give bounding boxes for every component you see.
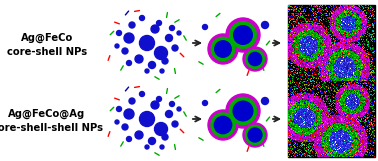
Circle shape — [172, 45, 178, 51]
Circle shape — [226, 94, 260, 128]
Circle shape — [149, 62, 155, 68]
Circle shape — [169, 25, 175, 30]
Circle shape — [234, 26, 253, 44]
Bar — [288, 81, 375, 157]
Circle shape — [115, 44, 119, 48]
Circle shape — [233, 101, 253, 121]
Circle shape — [127, 61, 132, 66]
Circle shape — [226, 18, 260, 52]
Circle shape — [211, 113, 235, 137]
Circle shape — [243, 123, 267, 147]
Circle shape — [166, 110, 172, 118]
Circle shape — [160, 145, 164, 149]
Circle shape — [211, 37, 235, 61]
Circle shape — [246, 50, 264, 68]
Circle shape — [127, 137, 132, 142]
Circle shape — [169, 101, 175, 106]
Circle shape — [122, 48, 128, 54]
Circle shape — [156, 20, 161, 25]
Circle shape — [149, 137, 155, 145]
Circle shape — [166, 34, 172, 42]
Circle shape — [214, 116, 232, 134]
Circle shape — [156, 96, 161, 101]
Circle shape — [177, 107, 181, 111]
Circle shape — [203, 24, 208, 29]
Circle shape — [208, 110, 238, 140]
Circle shape — [229, 97, 257, 125]
Circle shape — [248, 128, 262, 142]
Circle shape — [129, 22, 135, 28]
Circle shape — [245, 125, 265, 145]
Circle shape — [230, 22, 256, 48]
Circle shape — [155, 47, 167, 60]
Circle shape — [116, 106, 121, 112]
Text: Ag@FeCo@Ag: Ag@FeCo@Ag — [8, 109, 86, 119]
Text: core-shell-shell NPs: core-shell-shell NPs — [0, 123, 102, 133]
Text: core-shell NPs: core-shell NPs — [7, 47, 87, 57]
Circle shape — [145, 145, 149, 149]
Circle shape — [124, 33, 134, 43]
Circle shape — [155, 123, 167, 136]
Circle shape — [262, 22, 268, 28]
Circle shape — [129, 98, 135, 104]
Circle shape — [139, 15, 144, 20]
Circle shape — [248, 52, 262, 66]
Circle shape — [151, 101, 159, 109]
Circle shape — [162, 58, 168, 64]
Circle shape — [203, 100, 208, 105]
Circle shape — [122, 124, 128, 130]
Circle shape — [135, 55, 143, 63]
Circle shape — [172, 121, 178, 127]
Circle shape — [243, 47, 267, 71]
Circle shape — [262, 98, 268, 104]
Bar — [288, 5, 375, 81]
Circle shape — [162, 134, 168, 140]
Circle shape — [160, 69, 164, 73]
Circle shape — [208, 34, 238, 64]
Circle shape — [135, 131, 143, 139]
Text: Ag@FeCo: Ag@FeCo — [21, 33, 73, 43]
Circle shape — [139, 35, 155, 51]
Circle shape — [151, 25, 159, 33]
Circle shape — [139, 91, 144, 96]
Circle shape — [115, 120, 119, 124]
Circle shape — [124, 109, 134, 119]
Circle shape — [116, 30, 121, 35]
Circle shape — [145, 69, 149, 73]
Circle shape — [177, 31, 181, 35]
Circle shape — [139, 112, 155, 127]
Circle shape — [215, 41, 231, 57]
